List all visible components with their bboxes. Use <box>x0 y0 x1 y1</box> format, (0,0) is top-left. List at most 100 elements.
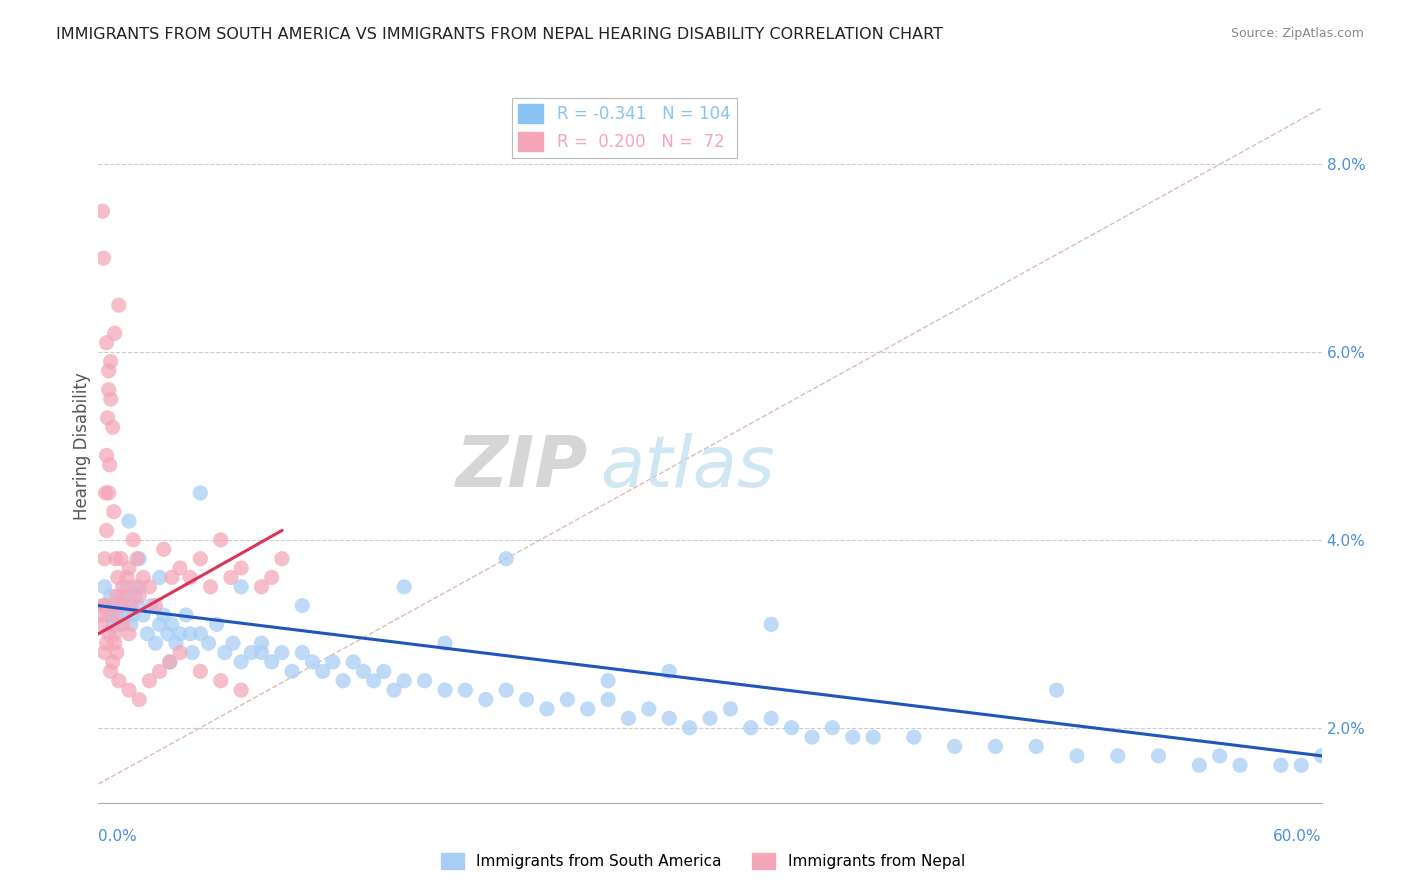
Point <box>197 636 219 650</box>
Point <box>156 627 179 641</box>
Point <box>91 599 114 613</box>
Point <box>138 580 160 594</box>
Point <box>104 636 127 650</box>
Point <box>114 589 136 603</box>
Point <box>97 410 120 425</box>
Point <box>128 551 150 566</box>
Point <box>90 617 112 632</box>
Point <box>145 599 167 613</box>
Point <box>96 335 118 350</box>
Point <box>392 673 416 688</box>
Point <box>181 646 204 660</box>
Point <box>1045 683 1069 698</box>
Text: 60.0%: 60.0% <box>1274 829 1322 844</box>
Point <box>136 627 159 641</box>
Point <box>342 655 364 669</box>
Point <box>658 711 681 725</box>
Point <box>1066 748 1088 763</box>
Point <box>250 636 273 650</box>
Point <box>322 655 344 669</box>
Point <box>413 673 436 688</box>
Point <box>1291 758 1313 772</box>
Point <box>120 617 142 632</box>
Point <box>1310 748 1333 763</box>
Point <box>115 580 138 594</box>
Point <box>97 607 120 622</box>
Point <box>141 599 163 613</box>
Point <box>260 570 283 584</box>
Point <box>160 570 183 584</box>
Point <box>91 204 114 219</box>
Text: IMMIGRANTS FROM SOUTH AMERICA VS IMMIGRANTS FROM NEPAL HEARING DISABILITY CORREL: IMMIGRANTS FROM SOUTH AMERICA VS IMMIGRA… <box>56 27 943 42</box>
Text: Source: ZipAtlas.com: Source: ZipAtlas.com <box>1230 27 1364 40</box>
Point <box>93 580 115 594</box>
Point <box>160 617 183 632</box>
Point <box>1188 758 1211 772</box>
Point <box>596 673 619 688</box>
Point <box>740 721 762 735</box>
Point <box>149 570 172 584</box>
Point <box>93 251 115 265</box>
Point <box>108 599 131 613</box>
Point <box>118 599 141 613</box>
Point <box>250 580 273 594</box>
Point <box>301 655 323 669</box>
Point <box>97 486 120 500</box>
Point <box>165 636 187 650</box>
Point <box>120 599 142 613</box>
Point <box>105 646 128 660</box>
Point <box>205 617 228 632</box>
Point <box>96 524 118 538</box>
Point <box>200 580 222 594</box>
Text: ZIP: ZIP <box>456 433 588 502</box>
Point <box>1147 748 1170 763</box>
Point <box>115 570 138 584</box>
Point <box>222 636 245 650</box>
Point <box>98 458 121 472</box>
Point <box>149 617 172 632</box>
Legend: Immigrants from South America, Immigrants from Nepal: Immigrants from South America, Immigrant… <box>434 847 972 875</box>
Point <box>101 617 124 632</box>
Point <box>291 646 314 660</box>
Point <box>101 655 124 669</box>
Point <box>93 551 115 566</box>
Point <box>270 646 294 660</box>
Point <box>132 570 155 584</box>
Point <box>188 486 212 500</box>
Point <box>679 721 702 735</box>
Point <box>174 607 197 622</box>
Point <box>128 589 150 603</box>
Point <box>100 665 122 679</box>
Point <box>96 636 118 650</box>
Point <box>138 673 160 688</box>
Point <box>149 665 172 679</box>
Point <box>97 383 120 397</box>
Point <box>110 599 132 613</box>
Point <box>363 673 385 688</box>
Text: 0.0%: 0.0% <box>98 829 138 844</box>
Point <box>124 589 146 603</box>
Point <box>1229 758 1251 772</box>
Point <box>118 561 141 575</box>
Point <box>159 655 181 669</box>
Point <box>759 617 782 632</box>
Point <box>209 533 232 547</box>
Point <box>841 730 863 744</box>
Point <box>179 627 201 641</box>
Point <box>152 607 174 622</box>
Point <box>188 551 212 566</box>
Point <box>250 646 273 660</box>
Y-axis label: Hearing Disability: Hearing Disability <box>73 372 91 520</box>
Point <box>801 730 824 744</box>
Point <box>100 392 122 406</box>
Point <box>111 589 134 603</box>
Point <box>108 673 131 688</box>
Point <box>219 570 242 584</box>
Point <box>332 673 354 688</box>
Point <box>122 533 145 547</box>
Point <box>104 326 127 341</box>
Point <box>780 721 803 735</box>
Point <box>943 739 966 754</box>
Point <box>108 298 131 312</box>
Point <box>188 665 212 679</box>
